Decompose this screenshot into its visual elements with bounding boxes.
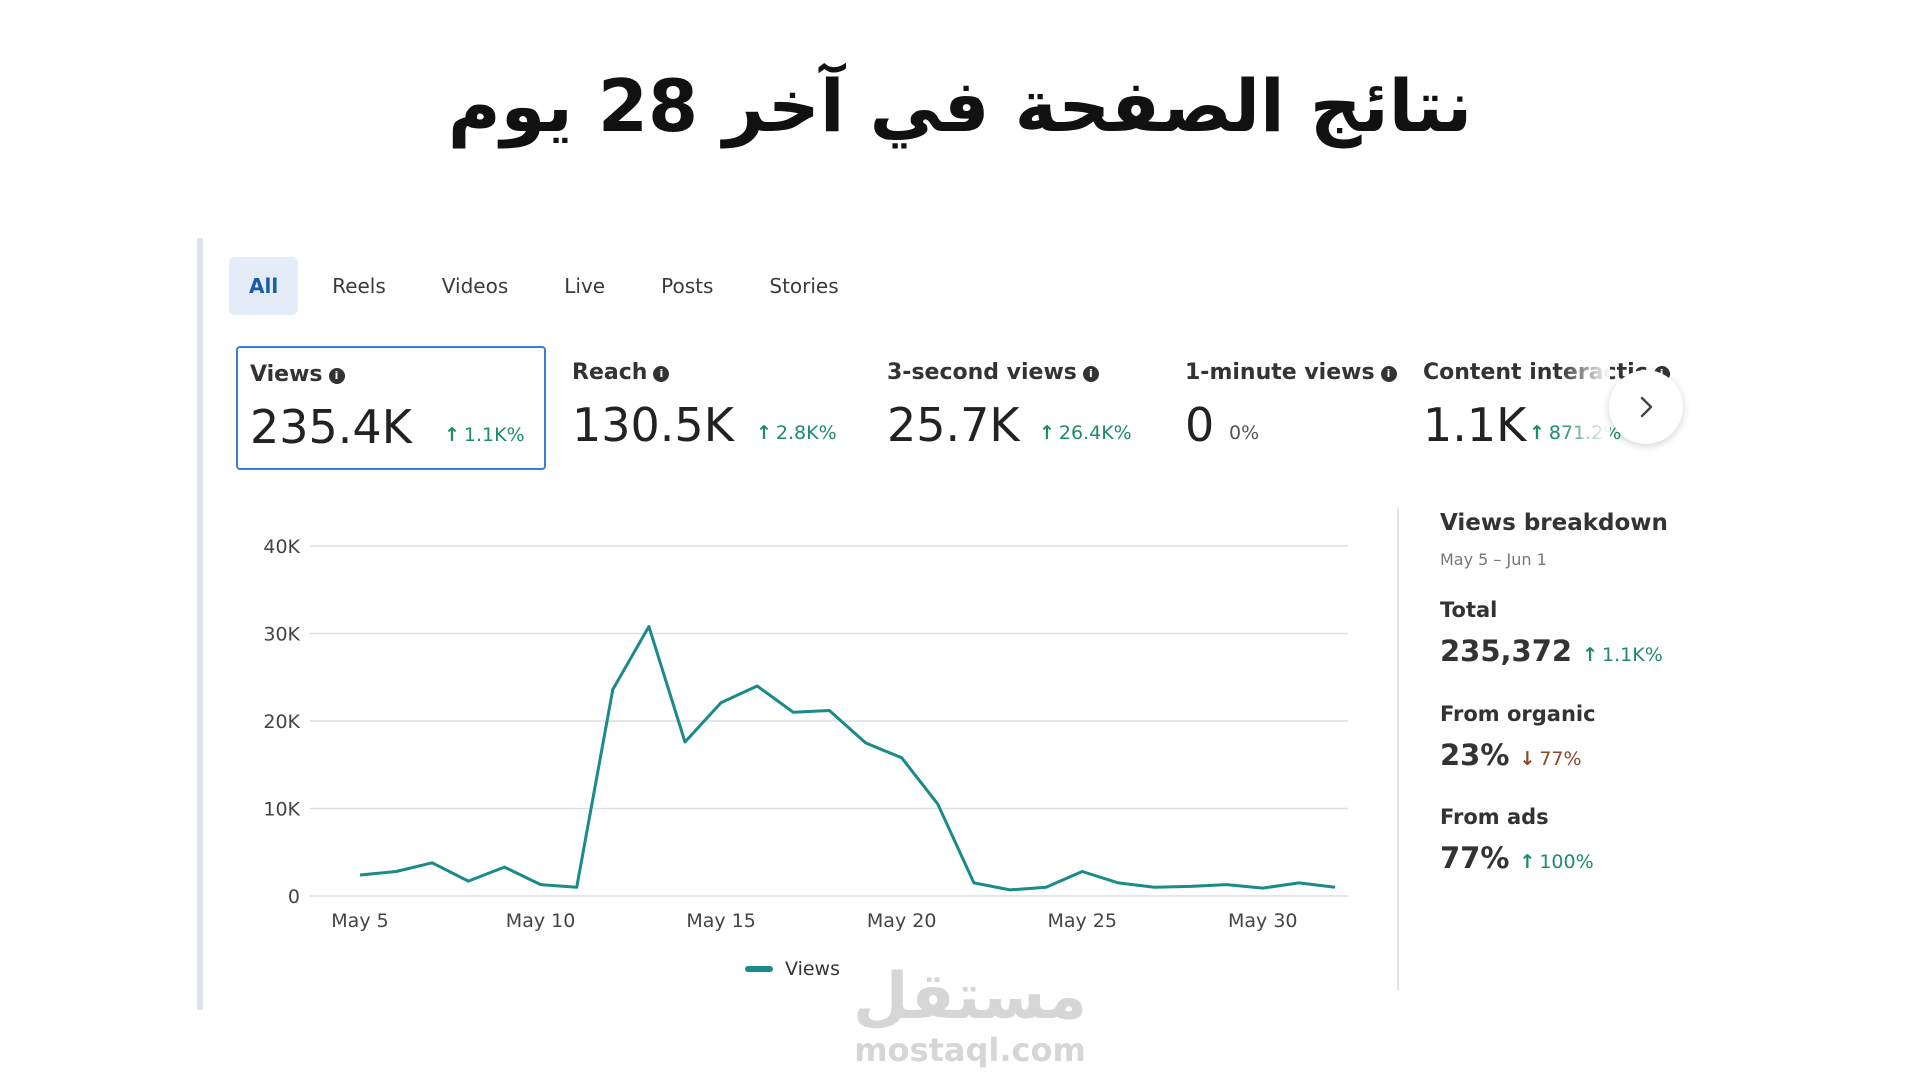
breakdown-organic-label: From organic xyxy=(1440,702,1596,726)
x-tick-label: May 15 xyxy=(686,910,756,932)
tab-stories[interactable]: Stories xyxy=(769,274,839,298)
arrow-up-icon: ↑ xyxy=(1529,422,1545,444)
y-tick-label: 40K xyxy=(263,536,300,558)
vertical-divider xyxy=(1397,508,1399,990)
watermark-logo: مستقل mostaql.com xyxy=(850,962,1090,1068)
arrow-up-icon: ↑ xyxy=(756,422,772,444)
x-tick-label: May 25 xyxy=(1047,910,1117,932)
breakdown-organic: From organic 23% ↓ 77% xyxy=(1440,702,1596,772)
metric-change: 0% xyxy=(1229,422,1260,444)
y-tick-label: 10K xyxy=(263,799,300,821)
breakdown-total-value: 235,372 ↑ 1.1K% xyxy=(1440,634,1663,668)
series-line-views xyxy=(359,625,1336,892)
next-metrics-button[interactable] xyxy=(1609,370,1683,444)
x-tick-label: May 10 xyxy=(506,910,576,932)
chevron-right-icon xyxy=(1640,396,1653,418)
tab-live[interactable]: Live xyxy=(564,274,606,298)
scroll-fade xyxy=(1560,350,1610,460)
breakdown-organic-value: 23% ↓ 77% xyxy=(1440,738,1582,772)
page-title: نتائج الصفحة في آخر 28 يوم xyxy=(447,64,1473,148)
breakdown-total-label: Total xyxy=(1440,598,1498,622)
watermark-arabic: مستقل xyxy=(852,960,1088,1034)
arrow-down-icon: ↓ xyxy=(1519,748,1536,770)
tab-all[interactable]: All xyxy=(229,257,299,315)
watermark-english: mostaql.com xyxy=(854,1031,1086,1069)
arrow-up-icon: ↑ xyxy=(444,424,460,446)
tab-videos[interactable]: Videos xyxy=(441,274,509,298)
breakdown-ads-change: ↑ 100% xyxy=(1519,851,1594,873)
breakdown-ads-value: 77% ↑ 100% xyxy=(1440,841,1594,875)
metric-label: Views i xyxy=(250,362,345,387)
content-type-tabs: All Reels Videos Live Posts Stories xyxy=(229,257,873,315)
chart-legend: Views xyxy=(745,958,840,980)
metric-label: Reach i xyxy=(572,360,670,385)
breakdown-ads-label: From ads xyxy=(1440,805,1549,829)
metric-value: 1.1K xyxy=(1423,398,1527,452)
metric-change: ↑ 1.1K% xyxy=(444,424,525,446)
info-icon[interactable]: i xyxy=(1082,366,1099,382)
metric-change: ↑ 26.4K% xyxy=(1039,422,1132,444)
arrow-up-icon: ↑ xyxy=(1039,422,1055,444)
x-tick-label: May 30 xyxy=(1228,910,1298,932)
info-icon[interactable]: i xyxy=(328,368,345,384)
y-tick-label: 30K xyxy=(263,624,300,646)
y-tick-label: 0 xyxy=(288,886,300,908)
metric-value: 130.5K xyxy=(572,398,734,452)
info-icon[interactable]: i xyxy=(653,366,670,382)
breakdown-ads: From ads 77% ↑ 100% xyxy=(1440,805,1594,875)
metric-change: ↑ 2.8K% xyxy=(756,422,837,444)
metric-value: 0 xyxy=(1185,398,1215,452)
legend-swatch-views xyxy=(745,966,773,972)
breakdown-total-change: ↑ 1.1K% xyxy=(1582,644,1663,666)
breakdown-total: Total 235,372 ↑ 1.1K% xyxy=(1440,598,1663,668)
tab-posts[interactable]: Posts xyxy=(661,274,714,298)
metric-label: 3-second views i xyxy=(887,360,1099,385)
metric-label: 1-minute views i xyxy=(1185,360,1397,385)
breakdown-date-range: May 5 – Jun 1 xyxy=(1440,550,1547,569)
breakdown-organic-change: ↓ 77% xyxy=(1519,748,1582,770)
views-line-chart: 0 10K 20K 30K 40K May 5 May 10 May 15 May 20 May … xyxy=(263,536,1348,932)
info-icon[interactable]: i xyxy=(1380,366,1397,382)
metric-card-views[interactable]: Views i 235.4K ↑ 1.1K% xyxy=(236,346,546,470)
metric-card-3-second-views[interactable]: 3-second views i 25.7K ↑ 26.4K% xyxy=(875,346,1175,466)
breakdown-title: Views breakdown xyxy=(1440,510,1668,536)
metric-card-reach[interactable]: Reach i 130.5K ↑ 2.8K% xyxy=(560,346,860,466)
metric-value: 235.4K xyxy=(250,400,412,454)
tab-reels[interactable]: Reels xyxy=(332,274,386,298)
metric-value: 25.7K xyxy=(887,398,1020,452)
views-breakdown-panel: Views breakdown May 5 – Jun 1 Total 235,… xyxy=(1440,510,1760,875)
arrow-up-icon: ↑ xyxy=(1582,644,1599,666)
metric-card-1-minute-views[interactable]: 1-minute views i 0 0% xyxy=(1173,346,1403,466)
x-tick-label: May 5 xyxy=(331,910,388,932)
y-tick-label: 20K xyxy=(263,711,300,733)
legend-label-views: Views xyxy=(785,958,840,980)
panel-left-border xyxy=(197,238,203,1010)
x-tick-label: May 20 xyxy=(867,910,937,932)
arrow-up-icon: ↑ xyxy=(1519,851,1536,873)
